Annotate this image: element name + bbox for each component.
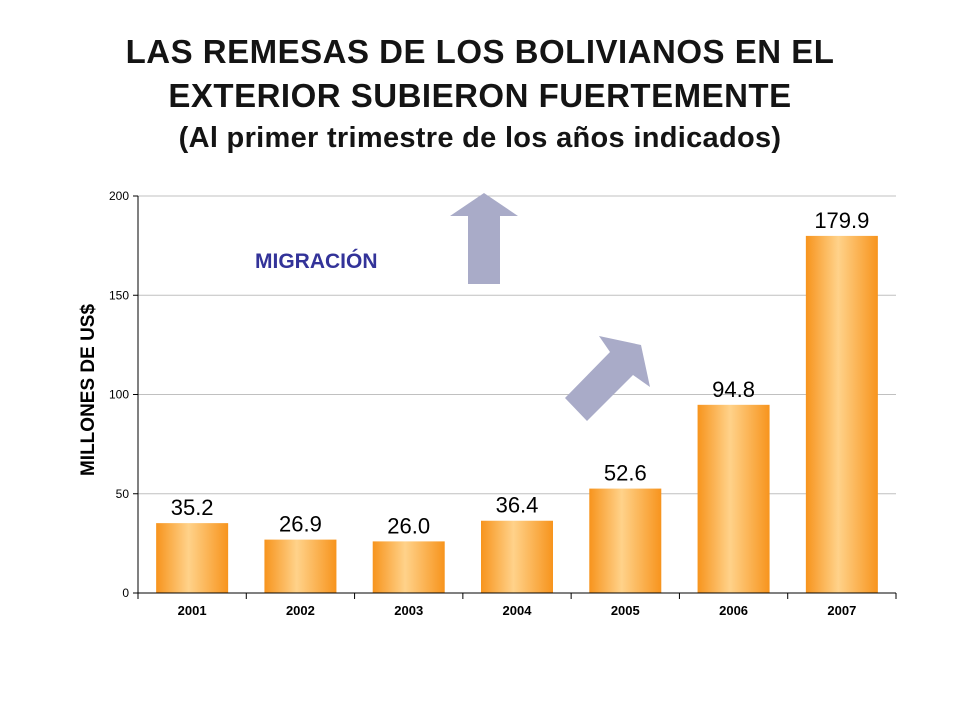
x-tick-label: 2002: [286, 603, 315, 618]
chart-subtitle: (Al primer trimestre de los años indicad…: [178, 122, 782, 154]
diagonal-arrow-icon: [565, 336, 650, 421]
bars: [156, 235, 878, 593]
data-label-2003: 26.0: [387, 513, 430, 538]
x-tick-label: 2001: [178, 603, 207, 618]
bar-2006: [697, 404, 770, 593]
data-label-2006: 94.8: [712, 377, 755, 402]
data-label-2002: 26.9: [279, 512, 322, 537]
y-tick-label: 150: [109, 288, 129, 302]
bar-2004: [481, 520, 553, 593]
x-tick-label: 2004: [503, 603, 533, 618]
migration-annotation: MIGRACIÓN: [255, 249, 378, 273]
chart-title: LAS REMESAS DE LOS BOLIVIANOS EN EL EXTE…: [0, 30, 960, 158]
data-label-2005: 52.6: [604, 461, 647, 486]
bar-2005: [589, 488, 662, 593]
x-tick-label: 2007: [827, 603, 856, 618]
y-tick-label: 50: [116, 487, 130, 501]
data-label-2001: 35.2: [171, 495, 214, 520]
x-tick-label: 2005: [611, 603, 640, 618]
title-line-2: EXTERIOR SUBIERON FUERTEMENTE: [168, 77, 792, 114]
bar-2002: [264, 539, 337, 593]
gridlines: [138, 195, 896, 495]
y-axis-label: MILLONES DE US$: [78, 304, 99, 477]
y-tick-label: 200: [109, 189, 129, 203]
bar-2001: [156, 523, 229, 593]
x-tick-label: 2003: [394, 603, 423, 618]
axes: 0 50 100 150 200 2001 2002 2003 2004 2005 2006 2007: [109, 189, 897, 618]
data-labels: 35.2 26.9 26.0 36.4 52.6 94.8 179.9: [171, 208, 870, 538]
bar-2007: [805, 235, 878, 593]
up-arrow-icon: [450, 193, 518, 284]
x-tick-label: 2006: [719, 603, 748, 618]
data-label-2004: 36.4: [496, 493, 539, 518]
y-tick-label: 0: [122, 586, 129, 600]
data-label-2007: 179.9: [814, 208, 869, 233]
bar-2003: [372, 541, 445, 593]
y-tick-label: 100: [109, 388, 129, 402]
title-line-1: LAS REMESAS DE LOS BOLIVIANOS EN EL: [125, 33, 835, 70]
